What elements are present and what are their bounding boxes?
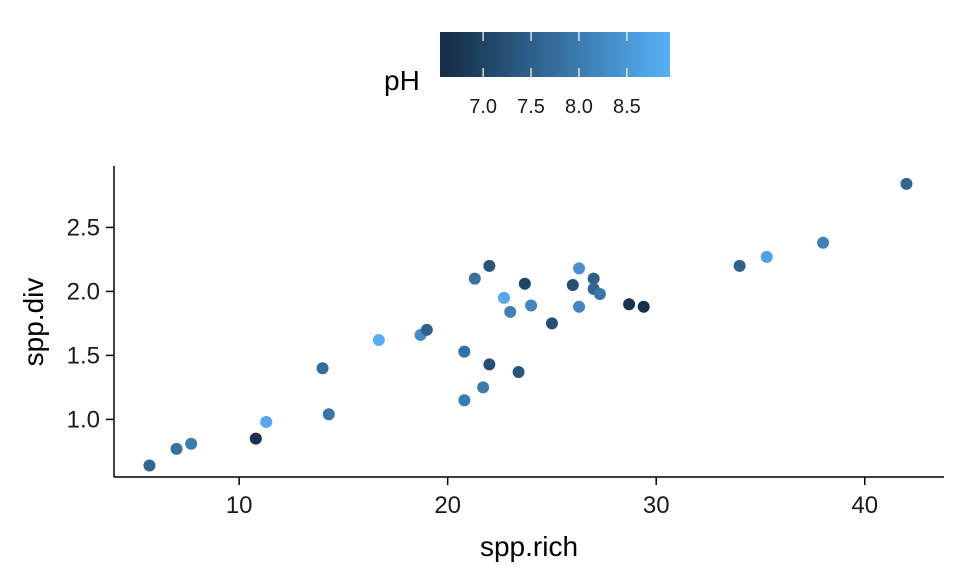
x-tick-label: 30 [643,492,670,519]
data-point [566,279,579,292]
data-points [143,177,913,472]
legend-title: pH [384,65,420,96]
legend-ticks [482,32,628,77]
y-ticks: 1.0 1.5 2.0 2.5 [67,214,114,433]
y-tick-label: 1.0 [67,406,100,433]
data-point [760,250,773,263]
x-tick-label: 20 [434,492,461,519]
legend-tick-labels: 7.0 7.5 8.0 8.5 [469,96,641,118]
y-tick-label: 2.5 [67,214,100,241]
data-point [587,272,600,285]
data-point [458,394,471,407]
x-tick-label: 10 [226,492,253,519]
data-point [260,415,273,428]
y-tick-label: 2.0 [67,278,100,305]
data-point [143,459,156,472]
data-point [316,362,329,375]
data-point [477,381,490,394]
data-point [637,300,650,313]
data-point [372,334,385,347]
data-point [733,259,746,272]
data-point [249,432,262,445]
data-point [504,305,517,318]
legend: pH 7.0 7.5 8.0 8.5 [384,32,670,118]
data-point [420,323,433,336]
data-point [497,291,510,304]
legend-tick-label: 8.5 [613,96,641,118]
x-ticks: 10 20 30 40 [226,477,878,519]
data-point [483,358,496,371]
data-point [468,272,481,285]
data-point [483,259,496,272]
data-point [573,262,586,275]
data-point [573,300,586,313]
x-axis-title: spp.rich [480,531,578,562]
data-point [545,317,558,330]
x-tick-label: 40 [851,492,878,519]
y-tick-label: 1.5 [67,342,100,369]
data-point [512,366,525,379]
legend-tick-label: 7.0 [469,96,497,118]
data-point [817,236,830,249]
legend-colorbar [440,32,670,77]
y-axis-title: spp.div [18,278,49,367]
data-point [900,177,913,190]
data-point [185,437,198,450]
data-point [322,408,335,421]
data-point [593,287,606,300]
legend-tick-label: 7.5 [517,96,545,118]
legend-tick-label: 8.0 [565,96,593,118]
data-point [170,442,183,455]
data-point [525,299,538,312]
data-point [623,298,636,311]
axes: 10 20 30 40 1.0 1.5 2.0 2.5 [67,166,944,519]
data-point [518,277,531,290]
data-point [458,345,471,358]
